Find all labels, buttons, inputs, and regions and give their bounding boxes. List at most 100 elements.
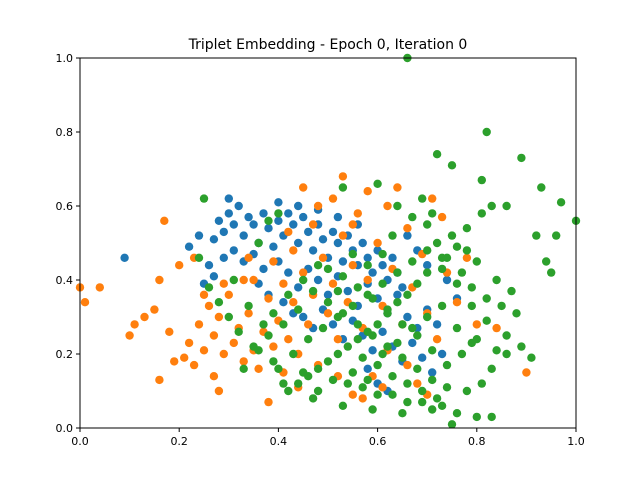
- scatter-point-s2-50: [234, 327, 243, 336]
- scatter-point-s2-2: [432, 150, 442, 159]
- scatter-point-s2-57: [264, 216, 273, 225]
- scatter-point-s0-93: [274, 198, 283, 207]
- scatter-point-s1-36: [269, 257, 278, 266]
- scatter-point-s2-136: [472, 257, 481, 266]
- scatter-point-s2-137: [462, 246, 472, 255]
- scatter-point-s2-147: [299, 275, 308, 285]
- scatter-point-s2-11: [542, 257, 551, 266]
- scatter-point-s2-132: [502, 349, 511, 359]
- scatter-points: [75, 53, 581, 429]
- scatter-point-s2-4: [517, 153, 526, 163]
- scatter-point-s2-94: [318, 323, 328, 333]
- scatter-point-s0-4: [209, 235, 219, 244]
- scatter-point-s0-5: [214, 216, 224, 225]
- x-tick-label-4: 0.8: [468, 435, 486, 448]
- scatter-point-s2-76: [462, 386, 472, 396]
- scatter-point-s1-18: [199, 290, 209, 299]
- scatter-point-s2-142: [378, 249, 387, 259]
- scatter-point-s0-6: [219, 227, 228, 237]
- scatter-point-s0-92: [294, 201, 303, 211]
- scatter-point-s2-45: [358, 383, 367, 392]
- scatter-point-s2-38: [428, 405, 437, 414]
- scatter-point-s2-80: [398, 353, 407, 362]
- scatter-point-s1-9: [165, 327, 174, 336]
- y-tick-label-0: 0.0: [56, 422, 74, 435]
- scatter-point-s1-55: [338, 231, 348, 240]
- scatter-point-s2-146: [313, 261, 323, 270]
- scatter-point-s1-58: [348, 390, 357, 399]
- scatter-point-s1-41: [289, 246, 298, 255]
- scatter-point-s0-8: [229, 220, 238, 229]
- scatter-point-s0-59: [432, 320, 442, 329]
- scatter-point-s1-12: [175, 261, 184, 270]
- scatter-point-s2-89: [264, 331, 273, 340]
- scatter-point-s2-9: [552, 231, 561, 240]
- scatter-point-s2-75: [477, 379, 486, 388]
- scatter-point-s0-83: [209, 272, 219, 281]
- x-axis: 0.0 0.2 0.4 0.6 0.8 1.0: [71, 428, 585, 448]
- scatter-point-s2-144: [348, 249, 357, 259]
- scatter-point-s2-40: [472, 412, 481, 422]
- scatter-point-s2-111: [398, 320, 407, 329]
- scatter-point-s1-50: [318, 253, 328, 262]
- scatter-point-s1-92: [358, 394, 367, 403]
- scatter-point-s2-60: [373, 179, 382, 188]
- scatter-point-s1-11: [170, 357, 179, 366]
- scatter-point-s1-88: [244, 253, 253, 262]
- scatter-point-s2-74: [487, 364, 496, 373]
- scatter-point-s2-124: [363, 375, 372, 385]
- scatter-point-s0-73: [428, 368, 437, 377]
- scatter-point-s1-34: [264, 397, 273, 407]
- scatter-point-s2-55: [199, 194, 209, 203]
- scatter-point-s2-118: [373, 360, 382, 370]
- scatter-point-s1-94: [403, 360, 412, 370]
- scatter-point-s0-34: [358, 238, 367, 248]
- scatter-point-s0-16: [269, 242, 278, 251]
- scatter-point-s2-115: [338, 272, 348, 281]
- scatter-point-s2-122: [432, 394, 442, 403]
- scatter-point-s2-93: [304, 335, 313, 344]
- scatter-point-s1-99: [348, 220, 357, 229]
- scatter-point-s0-30: [338, 257, 348, 266]
- scatter-point-s2-22: [393, 298, 402, 307]
- scatter-point-s2-105: [482, 316, 491, 325]
- scatter-point-s0-23: [304, 227, 313, 237]
- scatter-point-s2-27: [343, 342, 352, 351]
- scatter-point-s2-47: [299, 368, 308, 377]
- scatter-point-s2-150: [259, 320, 268, 329]
- scatter-point-s0-9: [234, 201, 243, 211]
- scatter-point-s2-88: [279, 320, 288, 329]
- scatter-point-s2-139: [428, 209, 437, 218]
- scatter-point-s0-24: [308, 246, 318, 255]
- scatter-point-s1-81: [452, 298, 462, 307]
- scatter-point-s1-8: [155, 275, 164, 285]
- scatter-point-s2-68: [482, 294, 491, 303]
- scatter-point-s1-62: [363, 187, 372, 196]
- scatter-point-s2-64: [432, 238, 442, 248]
- scatter-point-s1-5: [140, 312, 149, 322]
- y-tick-label-4: 0.8: [56, 126, 74, 139]
- scatter-point-s2-149: [269, 309, 278, 318]
- chart-title: Triplet Embedding - Epoch 0, Iteration 0: [188, 37, 468, 53]
- scatter-point-s2-134: [527, 353, 536, 362]
- scatter-point-s0-45: [294, 283, 303, 292]
- scatter-point-s2-56: [254, 238, 263, 248]
- scatter-point-s2-20: [413, 279, 422, 288]
- scatter-point-s2-12: [547, 268, 556, 277]
- scatter-point-s2-95: [333, 312, 343, 322]
- scatter-point-s1-29: [244, 309, 253, 318]
- scatter-point-s0-21: [294, 238, 303, 248]
- scatter-point-s2-21: [403, 290, 412, 299]
- scatter-point-s2-67: [467, 283, 476, 292]
- scatter-point-s1-19: [204, 301, 214, 311]
- scatter-point-s2-66: [457, 268, 467, 277]
- scatter-point-s2-58: [274, 209, 283, 218]
- scatter-point-s2-130: [452, 323, 462, 333]
- scatter-point-s2-148: [284, 290, 293, 299]
- scatter-point-s1-20: [209, 372, 219, 381]
- scatter-point-s2-35: [338, 401, 348, 410]
- scatter-point-s2-158: [373, 390, 382, 399]
- scatter-point-s2-157: [403, 397, 412, 407]
- scatter-point-s2-19: [423, 268, 432, 277]
- scatter-point-s2-53: [204, 283, 214, 292]
